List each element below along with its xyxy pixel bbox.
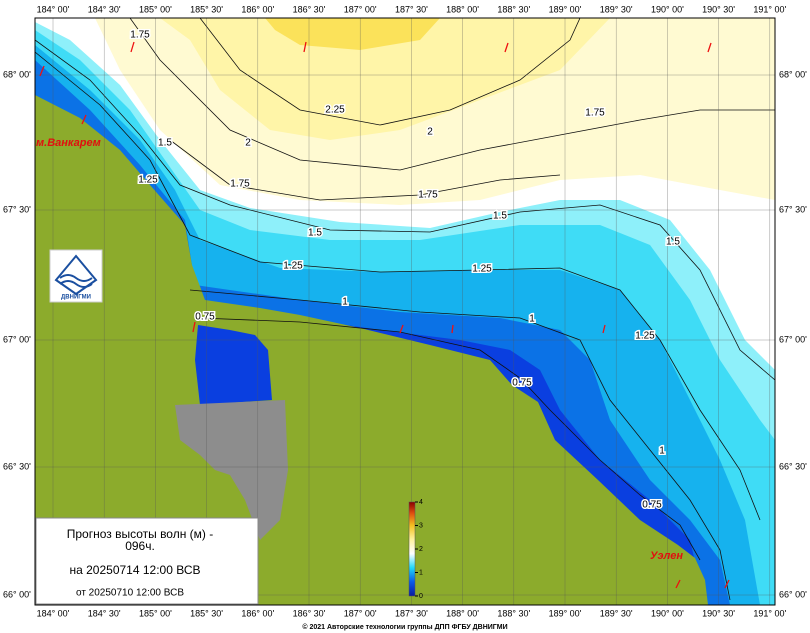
- lon-label-top: 186° 00': [241, 4, 274, 14]
- lon-label-bottom: 187° 00': [344, 608, 377, 618]
- contour-label: 2: [245, 138, 251, 149]
- colorbar-tick-label: 4: [419, 499, 423, 506]
- lon-label-top: 190° 00': [651, 4, 684, 14]
- lat-label-right: 66° 00': [779, 589, 807, 599]
- lon-label-top: 190° 30': [702, 4, 735, 14]
- logo-text: ДВНИГМИ: [61, 295, 91, 301]
- lon-label-top: 188° 30': [497, 4, 530, 14]
- lon-label-bottom: 188° 00': [446, 608, 479, 618]
- isoline: [199, 317, 701, 561]
- lat-label-left: 66° 30': [3, 461, 31, 471]
- map-frame: [34, 17, 776, 606]
- copyright: © 2021 Авторские технологии группы ДПП Ф…: [302, 623, 507, 631]
- contour-label: 1.5: [158, 138, 172, 149]
- info-line: 096ч.: [125, 539, 155, 553]
- colorbar-tick-label: 2: [419, 546, 423, 553]
- lon-label-top: 185° 00': [139, 4, 172, 14]
- wave-arrows: [39, 41, 730, 589]
- lat-label-right: 67° 00': [779, 334, 807, 344]
- lon-label-top: 186° 30': [293, 4, 326, 14]
- colorbar-tick-label: 0: [419, 593, 423, 600]
- lon-label-bottom: 190° 00': [651, 608, 684, 618]
- colorbar-tick-label: 1: [419, 569, 423, 576]
- info-box: Прогноз высоты волн (м) - 096ч. на 20250…: [35, 517, 259, 605]
- isoline: [35, 51, 761, 521]
- land: [35, 95, 708, 605]
- isoline: [129, 18, 775, 171]
- logo: ДВНИГМИ: [49, 249, 103, 303]
- lon-label-bottom: 191° 00': [753, 608, 786, 618]
- lagoon-grey: [175, 400, 288, 540]
- contour-label: 0.75: [195, 312, 215, 323]
- lon-label-bottom: 185° 30': [190, 608, 223, 618]
- info-line: от 20250710 12:00 ВСВ: [76, 588, 184, 599]
- lon-label-top: 187° 00': [344, 4, 377, 14]
- contour-label: 1.75: [130, 30, 150, 41]
- contour-label: 2.25: [325, 105, 345, 116]
- lon-label-top: 184° 00': [37, 4, 70, 14]
- lon-label-bottom: 185° 00': [139, 608, 172, 618]
- lon-label-bottom: 188° 30': [497, 608, 530, 618]
- contour-label: 2: [427, 127, 433, 138]
- isoline: [169, 139, 561, 201]
- lon-label-bottom: 189° 00': [549, 608, 582, 618]
- contour-label: 1.75: [230, 179, 250, 190]
- lon-label-bottom: 186° 30': [293, 608, 326, 618]
- lon-label-top: 184° 30': [88, 4, 121, 14]
- lon-label-bottom: 186° 00': [241, 608, 274, 618]
- lat-label-left: 68° 00': [3, 69, 31, 79]
- contour-label: 1.25: [138, 175, 158, 186]
- contour-label: 1.5: [493, 211, 507, 222]
- isoline: [35, 39, 775, 381]
- lon-label-top: 191° 00': [753, 4, 786, 14]
- contour-label: 1: [342, 297, 348, 308]
- lon-label-bottom: 187° 30': [395, 608, 428, 618]
- contour-label: 1.5: [308, 228, 322, 239]
- contour-label: 1: [659, 446, 665, 457]
- lon-label-top: 185° 30': [190, 4, 223, 14]
- contour-label: 1.25: [283, 261, 303, 272]
- contour-label: 1.75: [418, 190, 438, 201]
- lon-label-top: 189° 30': [600, 4, 633, 14]
- place-label: Уэлен: [650, 550, 683, 562]
- lat-label-left: 67° 00': [3, 334, 31, 344]
- yellow-mid: [160, 18, 610, 140]
- colorbar-ticks: 0 1 2 3 4: [415, 499, 423, 600]
- isoline: [199, 18, 581, 126]
- info-line: на 20250714 12:00 ВСВ: [70, 563, 201, 577]
- place-label: м.Ванкарем: [36, 137, 101, 149]
- info-line: Прогноз высоты волн (м) -: [67, 527, 214, 541]
- lat-label-left: 67° 30': [3, 204, 31, 214]
- graticule: [35, 18, 775, 605]
- contour-labels: 1.75 2.25 2 1.75 1.5 1.75 2 1.75 1.5 1.25 1.5 1.5 1.…: [129, 28, 682, 512]
- lon-label-top: 188° 00': [446, 4, 479, 14]
- colorbar: [408, 501, 416, 597]
- lon-label-top: 187° 30': [395, 4, 428, 14]
- lon-label-bottom: 190° 30': [702, 608, 735, 618]
- contour-label: 1.25: [635, 331, 655, 342]
- lon-label-bottom: 184° 00': [37, 608, 70, 618]
- colorbar-tick-label: 3: [419, 522, 423, 529]
- lon-label-bottom: 189° 30': [600, 608, 633, 618]
- map-area: 1.75 2.25 2 1.75 1.5 1.75 2 1.75 1.5 1.25 1.5 1.5 1.…: [35, 18, 775, 605]
- contour-label: 1.25: [472, 264, 492, 275]
- contour-label: 0.75: [512, 378, 532, 389]
- lon-label-bottom: 184° 30': [88, 608, 121, 618]
- lagoon: [195, 325, 272, 405]
- contour-label: 1.75: [585, 108, 605, 119]
- contour-label: 1: [529, 314, 535, 325]
- lat-label-left: 66° 00': [3, 589, 31, 599]
- lat-label-right: 66° 30': [779, 461, 807, 471]
- contour-label: 1.5: [666, 237, 680, 248]
- lat-label-right: 68° 00': [779, 69, 807, 79]
- contour-label: 0.75: [642, 500, 662, 511]
- lon-label-top: 189° 00': [549, 4, 582, 14]
- lat-label-right: 67° 30': [779, 204, 807, 214]
